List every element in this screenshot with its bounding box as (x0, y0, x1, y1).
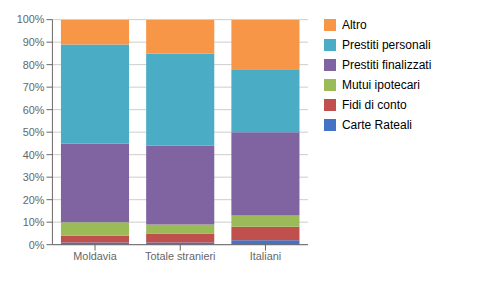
svg-text:20%: 20% (23, 194, 45, 206)
svg-text:Totale stranieri: Totale stranieri (145, 250, 216, 262)
svg-text:10%: 10% (23, 216, 45, 228)
svg-text:Moldavia: Moldavia (73, 250, 117, 262)
svg-text:Italiani: Italiani (250, 250, 281, 262)
html-text:Prestiti finalizzati: Prestiti finalizzati (341, 58, 432, 72)
svg-text:0%: 0% (29, 239, 45, 251)
svg-text:70%: 70% (23, 81, 45, 93)
html-text:Carte Rateali: Carte Rateali (341, 118, 412, 132)
svg-text:30%: 30% (23, 171, 45, 183)
svg-text:50%: 50% (23, 126, 45, 138)
html-text:Altro: Altro (341, 18, 367, 32)
svg-text:40%: 40% (23, 149, 45, 161)
html-text:Prestiti personali: Prestiti personali (341, 38, 431, 52)
html-text:Fidi di conto: Fidi di conto (341, 98, 407, 112)
svg-text:60%: 60% (23, 104, 45, 116)
svg-text:100%: 100% (17, 13, 45, 25)
svg-text:80%: 80% (23, 59, 45, 71)
svg-text:90%: 90% (23, 36, 45, 48)
html-text:Mutui ipotecari: Mutui ipotecari (341, 78, 420, 92)
